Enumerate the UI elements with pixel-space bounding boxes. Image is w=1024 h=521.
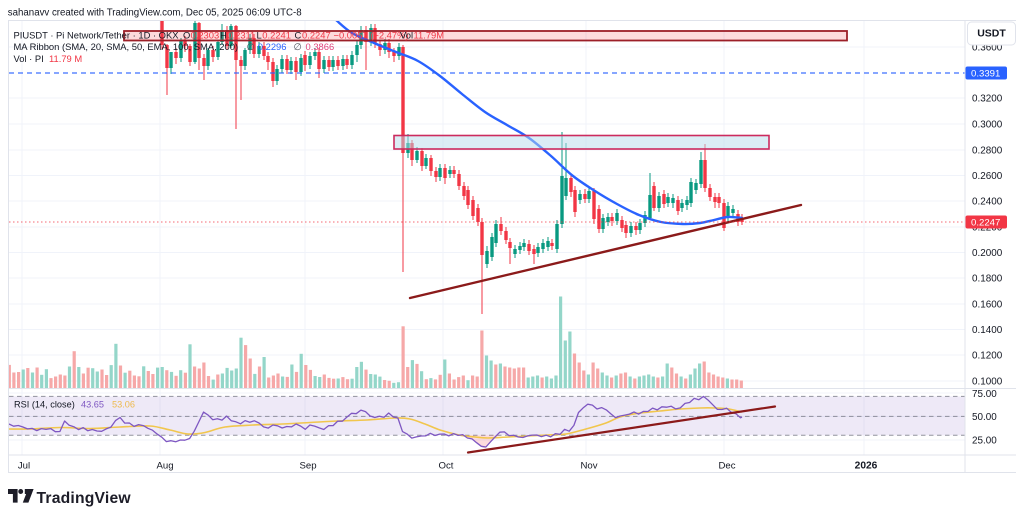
svg-text:0.1000: 0.1000: [972, 376, 1003, 387]
svg-text:C: C: [295, 30, 302, 41]
svg-text:0.2000: 0.2000: [972, 248, 1003, 259]
svg-text:0.1400: 0.1400: [972, 325, 1003, 336]
svg-text:TradingView: TradingView: [37, 490, 132, 507]
svg-text:0.3600: 0.3600: [972, 42, 1003, 53]
svg-text:RSI (14, close): RSI (14, close): [14, 400, 75, 410]
svg-text:Jul: Jul: [18, 460, 30, 471]
svg-text:Aug: Aug: [156, 460, 173, 471]
svg-text:∅: ∅: [247, 41, 255, 52]
svg-text:0.2600: 0.2600: [972, 171, 1003, 182]
svg-text:0.2303: 0.2303: [191, 30, 220, 41]
svg-text:USDT: USDT: [977, 28, 1006, 40]
svg-text:0.2800: 0.2800: [972, 145, 1003, 156]
svg-text:O: O: [183, 30, 190, 41]
svg-text:Vol · PI: Vol · PI: [14, 53, 44, 64]
svg-text:sahanavv created with TradingV: sahanavv created with TradingView.com, D…: [8, 7, 302, 18]
svg-text:∅: ∅: [294, 41, 302, 52]
svg-text:2026: 2026: [855, 460, 878, 471]
svg-text:25.00: 25.00: [972, 435, 997, 446]
svg-text:0.2296: 0.2296: [258, 41, 287, 52]
svg-text:0.1600: 0.1600: [972, 299, 1003, 310]
svg-text:50.00: 50.00: [972, 412, 997, 423]
svg-text:11.79M: 11.79M: [414, 30, 445, 41]
svg-text:L: L: [257, 30, 262, 41]
svg-text:Dec: Dec: [718, 460, 735, 471]
svg-text:0.1800: 0.1800: [972, 273, 1003, 284]
svg-text:0.3000: 0.3000: [972, 119, 1003, 130]
svg-text:Nov: Nov: [580, 460, 597, 471]
svg-text:0.2247: 0.2247: [302, 30, 331, 41]
svg-text:53.06: 53.06: [112, 400, 135, 410]
svg-text:0.3200: 0.3200: [972, 93, 1003, 104]
svg-text:0.2400: 0.2400: [972, 196, 1003, 207]
svg-text:0.1200: 0.1200: [972, 350, 1003, 361]
svg-text:0.3391: 0.3391: [971, 69, 1000, 80]
svg-text:Sep: Sep: [299, 460, 316, 471]
svg-text:75.00: 75.00: [972, 389, 997, 400]
svg-text:Vol: Vol: [400, 30, 413, 41]
svg-text:0.2247: 0.2247: [971, 218, 1000, 229]
svg-text:H: H: [220, 30, 227, 41]
svg-text:−0.0057 (−2.47%): −0.0057 (−2.47%): [334, 30, 409, 41]
svg-text:MA Ribbon (SMA, 20, SMA, 50, E: MA Ribbon (SMA, 20, SMA, 50, EMA, 100, S…: [14, 41, 239, 52]
svg-text:PIUSDT · Pi Network/Tether · 1: PIUSDT · Pi Network/Tether · 1D · OKX: [14, 30, 180, 41]
svg-text:43.65: 43.65: [81, 400, 104, 410]
svg-text:0.2241: 0.2241: [262, 30, 291, 41]
svg-text:Oct: Oct: [439, 460, 454, 471]
svg-text:0.2311: 0.2311: [227, 30, 255, 41]
svg-text:0.3866: 0.3866: [306, 41, 335, 52]
svg-text:11.79 M: 11.79 M: [49, 53, 82, 64]
